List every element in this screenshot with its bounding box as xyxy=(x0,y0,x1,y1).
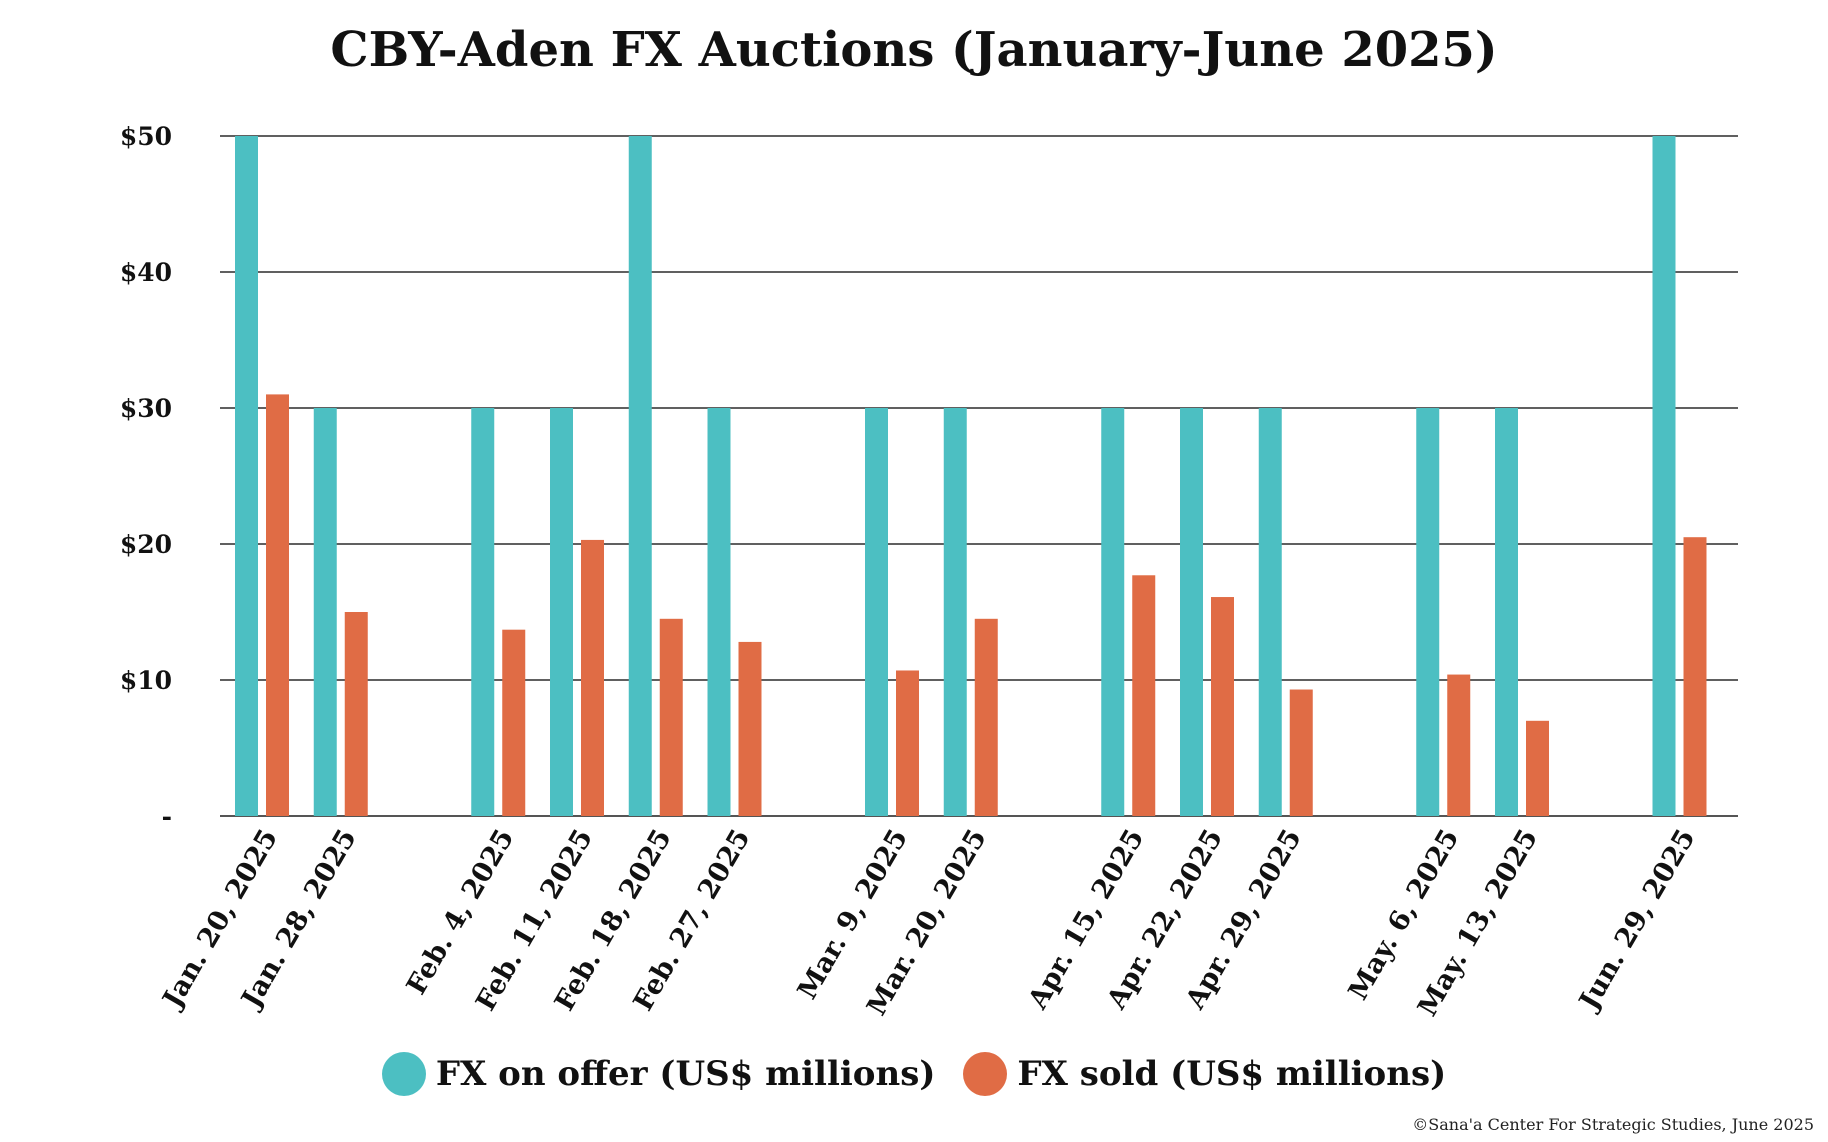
bar-offer xyxy=(707,408,731,816)
y-tick-label: $50 xyxy=(120,122,172,151)
y-axis-ticks: - $10 $20 $30 $40 $50 xyxy=(120,122,172,831)
bar-sold xyxy=(1683,537,1707,816)
bar-sold xyxy=(1447,674,1471,816)
bar-sold xyxy=(502,629,526,816)
bar-sold xyxy=(974,618,998,816)
bar-offer xyxy=(1180,408,1203,816)
bar-sold xyxy=(344,612,368,816)
bar-sold xyxy=(659,618,683,816)
bar-sold xyxy=(1289,689,1313,816)
bar-sold xyxy=(1526,720,1549,816)
bar-offer xyxy=(1258,408,1282,816)
bar-offer xyxy=(943,408,967,816)
bar-offer xyxy=(628,136,652,816)
y-tick-label: - xyxy=(162,802,172,831)
y-tick-label: $10 xyxy=(120,666,172,695)
y-tick-label: $40 xyxy=(120,258,172,287)
bar-offer xyxy=(1416,408,1440,816)
legend-item-sold: FX sold (US$ millions) xyxy=(963,1052,1446,1096)
bar-offer xyxy=(471,408,495,816)
bars xyxy=(235,136,1707,816)
bar-sold xyxy=(738,641,762,816)
credit-text: ©Sana'a Center For Strategic Studies, Ju… xyxy=(1412,1115,1814,1134)
bar-offer xyxy=(1652,136,1676,816)
legend-swatch-offer xyxy=(381,1052,426,1096)
legend: FX on offer (US$ millions) FX sold (US$ … xyxy=(0,1052,1828,1096)
bar-sold xyxy=(1132,575,1156,816)
bar-offer xyxy=(235,136,258,816)
x-tick-label: Jun. 29, 2025 xyxy=(1573,824,1702,1016)
legend-label-offer: FX on offer (US$ millions) xyxy=(435,1054,936,1094)
bar-sold xyxy=(581,539,604,816)
legend-label-sold: FX sold (US$ millions) xyxy=(1017,1054,1447,1094)
bar-offer xyxy=(313,408,337,816)
legend-swatch-sold xyxy=(963,1052,1008,1096)
bar-sold xyxy=(266,394,289,816)
bar-sold xyxy=(896,670,919,816)
y-tick-label: $30 xyxy=(120,394,172,423)
bar-offer xyxy=(550,408,573,816)
legend-item-offer: FX on offer (US$ millions) xyxy=(381,1052,936,1096)
chart-title: CBY-Aden FX Auctions (January-June 2025) xyxy=(330,22,1498,78)
bar-offer xyxy=(1101,408,1125,816)
y-tick-label: $20 xyxy=(120,530,172,559)
bar-offer xyxy=(1495,408,1518,816)
bar-offer xyxy=(865,408,888,816)
bar-sold xyxy=(1211,597,1234,816)
